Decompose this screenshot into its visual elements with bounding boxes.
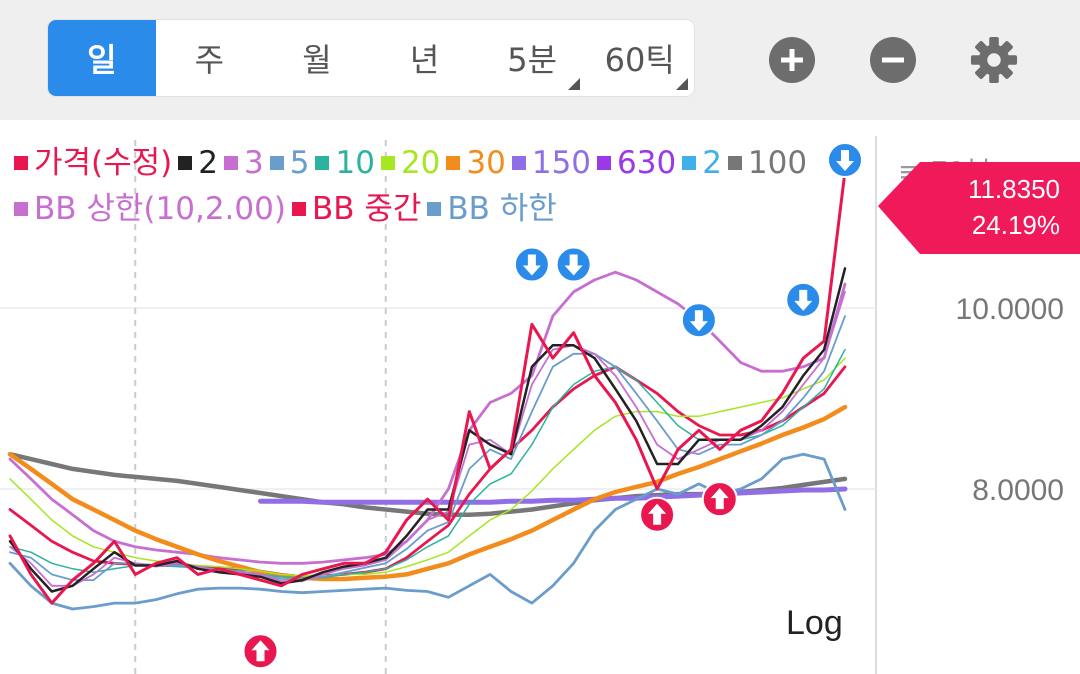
- legend-item[interactable]: 30: [446, 140, 506, 186]
- legend-swatch: [682, 155, 697, 170]
- tab-label: 월: [302, 41, 332, 79]
- current-price-change: 24.19%: [971, 210, 1060, 240]
- buy-signal-icon[interactable]: [701, 481, 738, 518]
- sell-signal-icon[interactable]: [785, 281, 822, 318]
- legend-label: 2: [702, 145, 722, 181]
- tab-label: 년: [409, 41, 440, 79]
- legend-label: 20: [400, 145, 441, 181]
- tab-label: 주: [194, 41, 225, 79]
- legend-item[interactable]: 150: [511, 140, 592, 186]
- legend-item[interactable]: 2: [682, 140, 722, 186]
- chart-legend: 가격(수정) 2 3 5 10 20 30 150 630 2 100BB 상한(10,2.00) B…: [14, 140, 864, 232]
- bollinger-band-line: [8, 452, 847, 611]
- tab-4[interactable]: 5분: [478, 20, 586, 96]
- tab-label: 일: [87, 41, 117, 79]
- legend-swatch: [511, 155, 526, 170]
- dropdown-corner-icon: [675, 78, 688, 90]
- legend-item[interactable]: BB 중간: [291, 186, 422, 232]
- current-price-value: 11.8350: [967, 174, 1060, 204]
- legend-item[interactable]: 가격(수정): [14, 140, 172, 186]
- legend-label: 5: [289, 145, 310, 181]
- sell-signal-icon[interactable]: [555, 246, 592, 283]
- buy-signal-icon[interactable]: [639, 496, 676, 533]
- legend-item[interactable]: BB 하한: [427, 186, 557, 232]
- bollinger-band-line: [8, 365, 847, 579]
- price-tag-shape: [878, 162, 1080, 254]
- legend-label: BB 중간: [311, 191, 422, 227]
- series-line: [9, 357, 846, 577]
- legend-swatch: [446, 155, 461, 170]
- legend-label: 150: [531, 145, 592, 181]
- buy-signal-icon[interactable]: [242, 633, 279, 670]
- legend-swatch: [380, 155, 395, 170]
- series-line: [7, 404, 848, 582]
- chart-top-gap: [0, 120, 1080, 136]
- legend-label: BB 상한(10,2.00): [34, 191, 286, 227]
- tab-5[interactable]: 60틱: [586, 20, 694, 96]
- legend-label: BB 하한: [447, 191, 557, 227]
- sell-signal-icon[interactable]: [827, 142, 863, 179]
- legend-label: 3: [244, 145, 264, 181]
- legend-swatch: [178, 155, 193, 170]
- tab-0[interactable]: 일: [48, 20, 156, 96]
- legend-item[interactable]: BB 상한(10,2.00): [14, 186, 286, 232]
- legend-item[interactable]: 630: [597, 140, 676, 186]
- legend-item[interactable]: 10: [315, 140, 375, 186]
- legend-item[interactable]: 100: [727, 140, 808, 186]
- tab-1[interactable]: 주: [156, 20, 264, 96]
- legend-swatch: [14, 155, 28, 170]
- log-scale-label[interactable]: Log: [786, 604, 843, 642]
- legend-label: 100: [747, 145, 808, 181]
- y-tick-label: 10.0000: [956, 293, 1064, 326]
- legend-label: 630: [617, 145, 677, 181]
- toolbar: 일 주 월 년 5분 60틱: [0, 0, 1080, 120]
- legend-swatch: [14, 201, 28, 216]
- tab-2[interactable]: 월: [263, 20, 371, 96]
- y-tick-label: 8.0000: [972, 474, 1064, 507]
- current-price-tag: 11.8350 24.19%: [878, 162, 1080, 254]
- legend-swatch: [727, 155, 742, 170]
- series-line: [8, 169, 847, 605]
- legend-item[interactable]: 3: [224, 140, 264, 186]
- zoom-out-icon[interactable]: [869, 36, 917, 84]
- legend-swatch: [269, 155, 284, 170]
- legend-label: 10: [335, 145, 375, 181]
- legend-item[interactable]: 5: [269, 140, 310, 186]
- period-tabs: 일 주 월 년 5분 60틱: [48, 20, 694, 96]
- dropdown-corner-icon: [567, 78, 580, 90]
- tab-label: 5분: [507, 41, 558, 79]
- zoom-in-icon[interactable]: [768, 36, 816, 84]
- legend-swatch: [427, 201, 442, 216]
- legend-swatch: [291, 201, 306, 216]
- tab-label: 60틱: [604, 41, 675, 79]
- legend-swatch: [597, 155, 612, 170]
- legend-swatch: [315, 155, 330, 170]
- sell-signal-icon[interactable]: [513, 246, 550, 283]
- legend-item[interactable]: 2: [178, 140, 218, 186]
- legend-item[interactable]: 20: [380, 140, 441, 186]
- legend-label: 30: [466, 145, 506, 181]
- tab-3[interactable]: 년: [371, 20, 479, 96]
- legend-label: 2: [198, 145, 219, 181]
- sell-signal-icon[interactable]: [680, 302, 717, 339]
- gear-icon[interactable]: [970, 36, 1018, 84]
- series-line-ma150: [258, 486, 848, 505]
- legend-swatch: [224, 155, 239, 170]
- legend-label: 가격(수정): [34, 145, 173, 181]
